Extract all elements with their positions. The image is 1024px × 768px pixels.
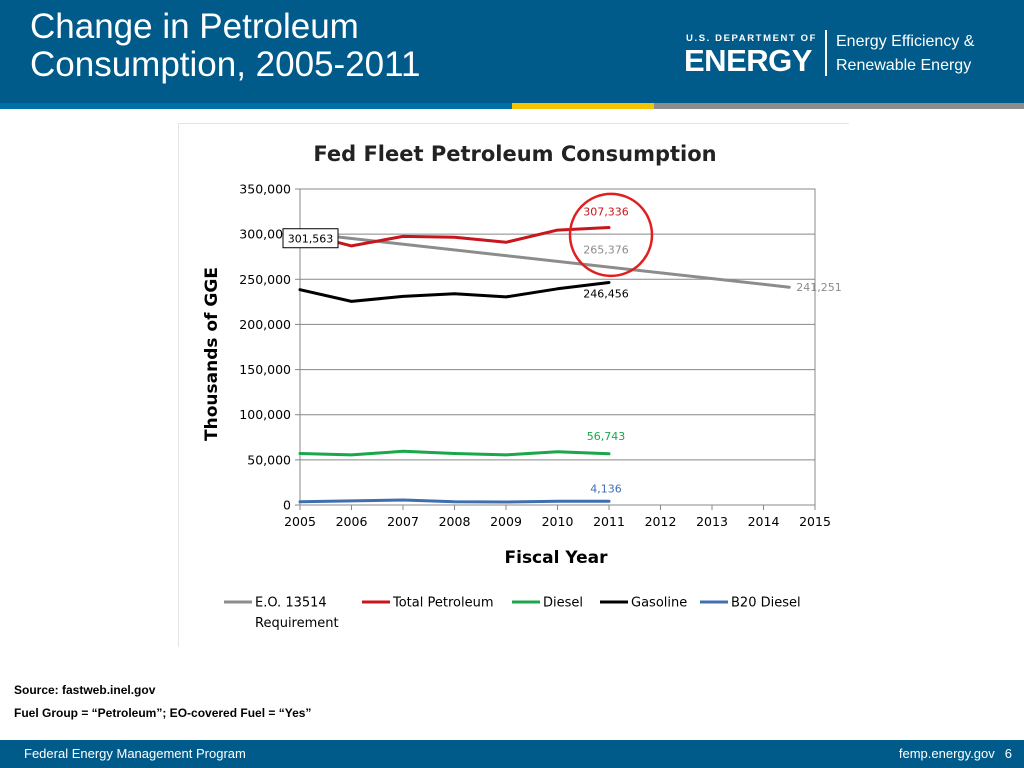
logo-divider — [825, 30, 827, 76]
y-tick-label: 150,000 — [239, 362, 291, 377]
series-line-1 — [298, 226, 611, 248]
data-labels: 301,563 307,336 265,376 246,456 241,251 56,74… — [282, 192, 842, 495]
y-axis-title: Thousands of GGE — [202, 267, 222, 441]
x-tick-label: 2015 — [799, 514, 831, 529]
footer-program-name: Federal Energy Management Program — [24, 746, 246, 761]
legend-label: B20 Diesel — [731, 596, 801, 611]
legend-label: Diesel — [543, 596, 583, 611]
x-tick-label: 2008 — [439, 514, 471, 529]
slide-title: Change in Petroleum Consumption, 2005-20… — [30, 8, 590, 84]
header-stripe-yellow — [512, 103, 654, 109]
y-tick-label: 100,000 — [239, 407, 291, 422]
data-label-box — [282, 228, 339, 249]
x-tick-label: 2005 — [284, 514, 316, 529]
series-line-3 — [298, 281, 611, 303]
legend-label: Gasoline — [631, 596, 687, 611]
x-axis-title: Fiscal Year — [505, 548, 609, 568]
page-number: 6 — [1004, 746, 1012, 761]
data-label: 56,743 — [587, 430, 626, 443]
slide-title-line1: Change in Petroleum — [30, 7, 359, 46]
y-tick-label: 0 — [283, 498, 291, 513]
chart-frame: Fed Fleet Petroleum Consumption Thousand… — [178, 123, 849, 647]
x-tick-label: 2012 — [645, 514, 677, 529]
data-label: 301,563 — [288, 233, 334, 246]
data-label: 307,336 — [583, 206, 629, 219]
y-tick-label: 250,000 — [239, 272, 291, 287]
x-tick-labels: 2005 2006 2007 2008 2009 2010 2011 2012 2013 2014… — [284, 514, 831, 529]
y-tick-label: 350,000 — [239, 182, 291, 197]
data-label: 265,376 — [583, 243, 629, 256]
footer-website: femp.energy.gov — [898, 746, 995, 761]
eere-line1: Energy Efficiency & — [836, 33, 975, 50]
chart-title: Fed Fleet Petroleum Consumption — [313, 142, 716, 166]
footer-right: femp.energy.gov 6 — [889, 746, 1012, 761]
x-tick-label: 2009 — [490, 514, 522, 529]
slide-title-line2: Consumption, 2005-2011 — [30, 45, 421, 84]
legend: E.O. 13514 Requirement Total Petroleum Dies… — [224, 596, 801, 631]
x-tick-label: 2011 — [593, 514, 625, 529]
legend-label: Total Petroleum — [392, 596, 494, 611]
legend-label: E.O. 13514 — [255, 596, 327, 611]
series-line-4 — [298, 498, 611, 504]
source-citation: Source: fastweb.inel.gov — [14, 683, 156, 697]
header-stripe-gray — [654, 103, 1024, 109]
header-stripe-blue — [0, 103, 512, 109]
series-line-2 — [298, 449, 611, 457]
x-tick-label: 2014 — [748, 514, 780, 529]
slide-footer: Federal Energy Management Program femp.e… — [0, 740, 1024, 768]
y-tick-label: 200,000 — [239, 317, 291, 332]
highlight-circle — [568, 192, 654, 278]
x-tick-label: 2006 — [336, 514, 368, 529]
doe-logo-wordmark: ENERGY — [684, 43, 812, 78]
eere-line2: Renewable Energy — [836, 57, 972, 74]
y-tick-labels: 0 50,000 100,000 150,000 200,000 250,000 300,0… — [239, 182, 291, 513]
grid-lines — [295, 188, 816, 510]
x-tick-label: 2007 — [387, 514, 419, 529]
data-label: 246,456 — [583, 287, 629, 300]
data-label: 4,136 — [590, 482, 622, 495]
doe-logo-small-text: U.S. DEPARTMENT OF — [686, 33, 818, 44]
filter-note: Fuel Group = “Petroleum”; EO-covered Fue… — [14, 706, 312, 720]
y-tick-label: 50,000 — [247, 452, 291, 467]
petroleum-line-chart: Fed Fleet Petroleum Consumption Thousand… — [202, 142, 842, 631]
legend-label-cont: Requirement — [255, 616, 339, 631]
plot-area-border — [299, 188, 816, 506]
x-tick-label: 2010 — [542, 514, 574, 529]
x-tick-label: 2013 — [696, 514, 728, 529]
y-tick-label: 300,000 — [239, 227, 291, 242]
data-label: 241,251 — [796, 281, 842, 294]
slide-header: Change in Petroleum Consumption, 2005-20… — [0, 0, 1024, 103]
series-lines — [298, 226, 791, 504]
